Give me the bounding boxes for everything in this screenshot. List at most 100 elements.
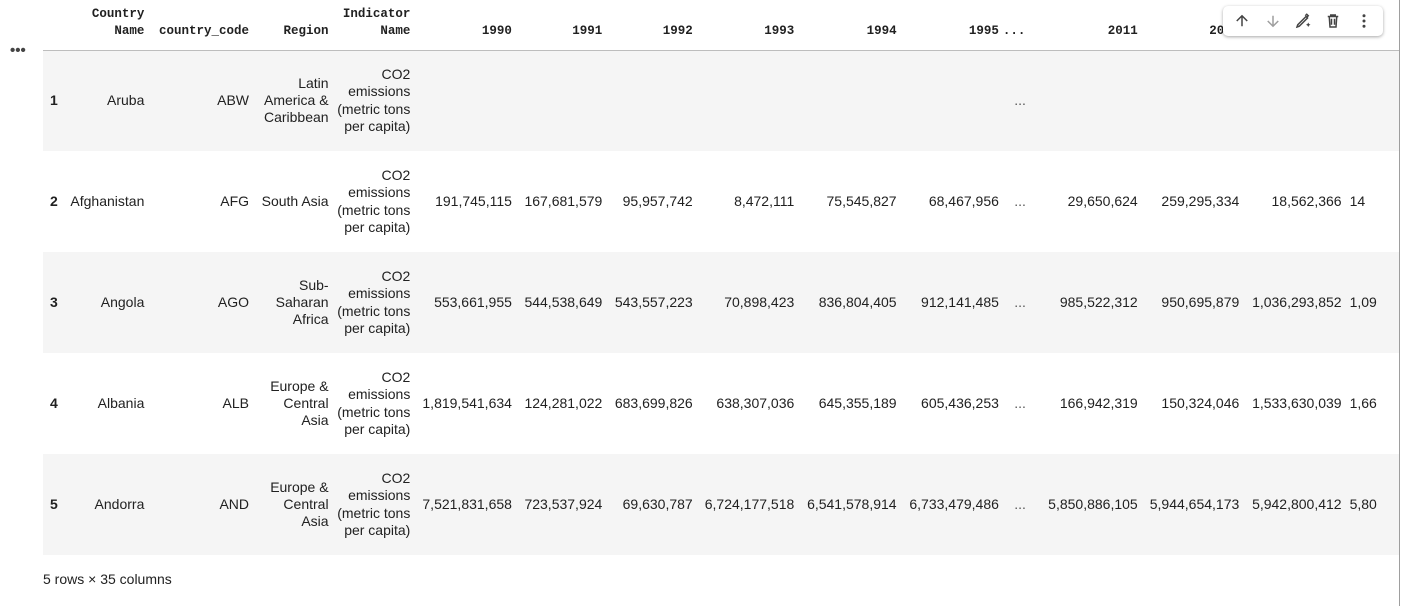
- delete-icon: [1328, 14, 1339, 28]
- table-cell: 1,036,293,852: [1243, 252, 1346, 353]
- table-cell: CO2 emissions (metric tons per capita): [332, 50, 415, 151]
- table-cell: [696, 50, 799, 151]
- row-index: 4: [50, 394, 58, 411]
- row-index: 1: [43, 50, 67, 151]
- table-cell: ABW: [148, 50, 254, 151]
- table-cell: ...: [1002, 454, 1038, 555]
- table-cell: [606, 50, 697, 151]
- table-cell: CO2 emissions (metric tons per capita): [332, 252, 415, 353]
- table-cell: 1,533,630,039: [1252, 394, 1342, 411]
- table-cell: 124,281,022: [524, 394, 603, 411]
- table-cell: CO2 emissions (metric tons per capita): [337, 166, 411, 235]
- column-header: 1993: [696, 0, 799, 51]
- table-cell: Angola: [66, 252, 149, 353]
- move-up-button[interactable]: [1230, 9, 1254, 33]
- more-options-icon: [1362, 14, 1366, 28]
- scroll-boundary: [1399, 0, 1400, 606]
- column-header: Region: [253, 0, 333, 51]
- dataframe-output: Country Name country_code Region Indicat…: [43, 0, 1400, 568]
- table-cell: 543,557,223: [606, 252, 697, 353]
- table-cell: 6,733,479,486: [900, 454, 1003, 555]
- edit-button[interactable]: [1291, 9, 1315, 33]
- table-cell: AGO: [148, 252, 254, 353]
- table-cell: 544,538,649: [515, 252, 607, 353]
- column-header: 1992: [606, 0, 697, 51]
- table-cell: CO2 emissions (metric tons per capita): [337, 368, 411, 437]
- table-cell: [515, 50, 607, 151]
- table-cell: ...: [1014, 192, 1026, 209]
- table-cell: 167,681,579: [524, 192, 603, 209]
- table-cell: Europe & Central Asia: [253, 454, 333, 555]
- table-cell: 5,80: [1345, 454, 1400, 555]
- table-cell: [1141, 50, 1244, 151]
- table-row: 4 Albania ALB Europe & Central Asia CO2 emis…: [43, 353, 1400, 454]
- table-cell: 683,699,826: [614, 394, 693, 411]
- table-cell: 29,650,624: [1067, 192, 1138, 209]
- table-cell: 836,804,405: [798, 252, 901, 353]
- table-cell: 7,521,831,658: [414, 454, 516, 555]
- table-cell: 638,307,036: [716, 394, 795, 411]
- table-cell: 723,537,924: [515, 454, 607, 555]
- column-header: 1990: [414, 0, 516, 51]
- column-header: 1991: [515, 0, 607, 51]
- table-cell: 5,942,800,412: [1243, 454, 1346, 555]
- dataframe-shape-label: 5 rows × 35 columns: [43, 571, 172, 587]
- table-cell: 645,355,189: [818, 394, 897, 411]
- column-header: country_code: [148, 0, 254, 51]
- move-down-button[interactable]: [1261, 9, 1285, 33]
- table-row: 5 Andorra AND Europe & Central Asia CO2 emis…: [43, 454, 1400, 555]
- column-header: Indicator Name: [332, 0, 415, 51]
- edit-icon: [1295, 13, 1311, 29]
- table-row: 2 Afghanistan AFG South Asia CO2 emissions (…: [43, 151, 1400, 252]
- table-cell: 5,850,886,105: [1037, 454, 1142, 555]
- table-cell: [798, 50, 901, 151]
- table-cell: ...: [1014, 394, 1026, 411]
- table-cell: [1037, 50, 1142, 151]
- table-cell: South Asia: [261, 192, 329, 209]
- table-cell: 6,541,578,914: [798, 454, 901, 555]
- table-cell: 69,630,787: [606, 454, 697, 555]
- table-cell: ...: [1002, 252, 1038, 353]
- table-cell: 150,324,046: [1161, 394, 1240, 411]
- delete-button[interactable]: [1321, 9, 1345, 33]
- table-cell: 605,436,253: [921, 394, 999, 411]
- header-row: Country Name country_code Region Indicat…: [43, 0, 1400, 51]
- column-header: 1994: [798, 0, 901, 51]
- column-header: Country Name: [66, 0, 149, 51]
- row-index: 2: [50, 192, 58, 209]
- move-up-icon: [1236, 14, 1248, 27]
- column-header: 2011: [1037, 0, 1142, 51]
- table-cell: 1,819,541,634: [422, 394, 512, 411]
- table-cell: Andorra: [66, 454, 149, 555]
- table-cell: Aruba: [66, 50, 149, 151]
- table-cell: Afghanistan: [70, 192, 145, 209]
- table-cell: 75,545,827: [826, 192, 897, 209]
- table-cell: 95,957,742: [622, 192, 693, 209]
- table-cell: 70,898,423: [696, 252, 799, 353]
- table-cell: 553,661,955: [414, 252, 516, 353]
- table-cell: 6,724,177,518: [696, 454, 799, 555]
- table-cell: Europe & Central Asia: [270, 377, 329, 429]
- table-cell: CO2 emissions (metric tons per capita): [332, 454, 415, 555]
- dataframe-table: Country Name country_code Region Indicat…: [43, 0, 1400, 555]
- move-down-icon: [1266, 15, 1279, 28]
- table-cell: [1345, 50, 1400, 151]
- table-cell: Latin America & Caribbean: [253, 50, 333, 151]
- table-row: 1 Aruba ABW Latin America & Caribbean CO2 em…: [43, 50, 1400, 151]
- table-cell: AFG: [220, 192, 250, 209]
- index-header: [43, 0, 67, 51]
- column-header: 1995: [900, 0, 1003, 51]
- table-cell: ALB: [222, 394, 250, 411]
- table-cell: [414, 50, 516, 151]
- table-cell: 166,942,319: [1059, 394, 1138, 411]
- row-index: 3: [43, 252, 67, 353]
- output-menu-button[interactable]: •••: [10, 42, 26, 59]
- table-cell: 912,141,485: [900, 252, 1003, 353]
- column-header: ...: [1002, 0, 1038, 51]
- table-cell: 191,745,115: [435, 192, 512, 209]
- table-cell: ...: [1002, 50, 1038, 151]
- table-cell: Albania: [97, 394, 145, 411]
- table-cell: Sub-Saharan Africa: [253, 252, 333, 353]
- table-cell: 68,467,956: [928, 192, 999, 209]
- more-options-button[interactable]: [1352, 9, 1376, 33]
